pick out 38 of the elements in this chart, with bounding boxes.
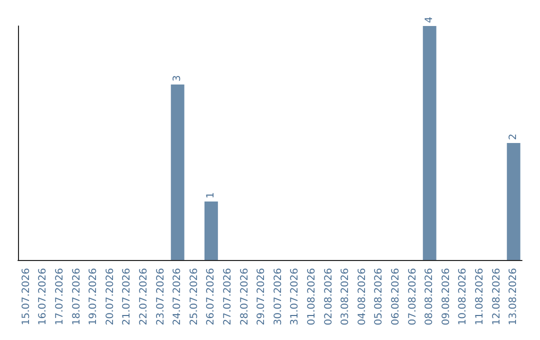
x-tick-label: 24.07.2026 xyxy=(172,268,184,326)
x-tick-label: 29.07.2026 xyxy=(256,268,268,326)
x-tick-label: 30.07.2026 xyxy=(272,268,284,326)
bar xyxy=(506,143,520,260)
x-tick-label: 13.08.2026 xyxy=(508,268,520,326)
x-tick-label: 27.07.2026 xyxy=(222,268,234,326)
bar xyxy=(422,26,436,260)
x-tick-label: 31.07.2026 xyxy=(290,268,301,326)
x-tick-label: 17.07.2026 xyxy=(54,268,66,326)
x-tick-label: 20.07.2026 xyxy=(104,268,116,326)
x-tick-label: 15.07.2026 xyxy=(20,268,32,326)
data-label: 4 xyxy=(424,16,436,23)
x-tick-label: 11.08.2026 xyxy=(474,268,486,326)
x-tick-label: 25.07.2026 xyxy=(188,268,200,326)
x-tick-label: 21.07.2026 xyxy=(122,268,133,326)
bar xyxy=(204,202,218,260)
x-tick-label: 01.08.2026 xyxy=(306,268,318,326)
x-tick-label: 18.07.2026 xyxy=(71,268,82,326)
x-tick-label: 23.07.2026 xyxy=(155,268,166,326)
x-tick-label: 12.08.2026 xyxy=(491,268,502,326)
x-tick-label: 07.08.2026 xyxy=(407,268,418,326)
x-tick-label: 02.08.2026 xyxy=(323,268,334,326)
x-tick-label: 16.07.2026 xyxy=(38,268,49,326)
x-tick-label: 10.08.2026 xyxy=(458,268,469,326)
data-label: 3 xyxy=(172,75,184,82)
x-tick-label: 19.07.2026 xyxy=(88,268,100,326)
x-tick-label: 28.07.2026 xyxy=(239,268,250,326)
x-tick-label: 05.08.2026 xyxy=(374,268,385,326)
x-tick-label: 06.08.2026 xyxy=(390,268,402,326)
x-tick-label: 08.08.2026 xyxy=(424,268,436,326)
bar xyxy=(170,84,184,260)
x-tick-label: 22.07.2026 xyxy=(138,268,150,326)
data-label: 1 xyxy=(206,192,217,198)
x-tick-label: 04.08.2026 xyxy=(356,268,368,326)
x-tick-label: 26.07.2026 xyxy=(206,268,217,326)
x-tick-label: 09.08.2026 xyxy=(440,268,452,326)
data-label: 2 xyxy=(508,134,520,140)
x-tick-label: 03.08.2026 xyxy=(340,268,352,326)
